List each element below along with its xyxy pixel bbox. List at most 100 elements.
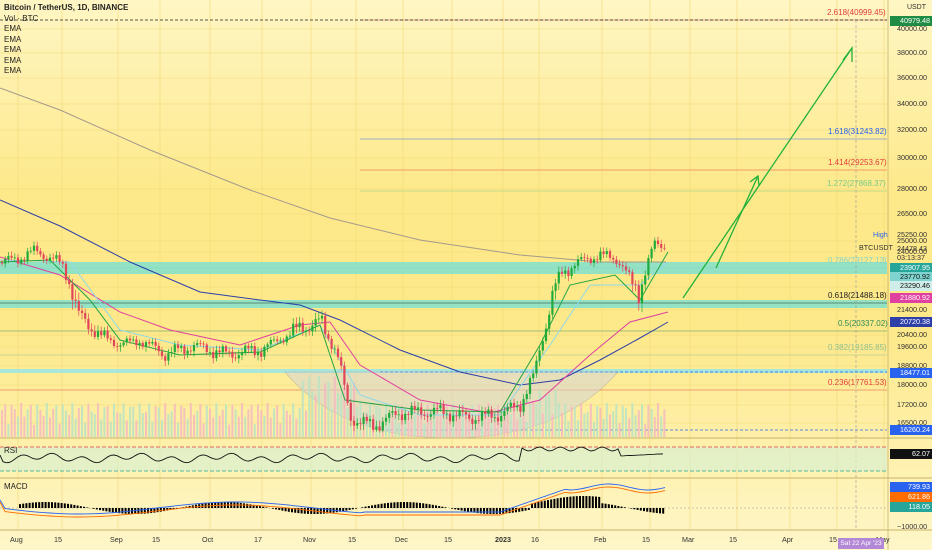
macd-hist-bar <box>262 506 265 508</box>
volume-bar <box>538 389 541 437</box>
volume-bar <box>81 405 83 437</box>
macd-hist-bar <box>435 505 437 508</box>
volume-bar <box>135 420 138 437</box>
candle-body <box>324 315 327 335</box>
candle-body <box>276 339 279 342</box>
symbol-label: BTCUSDT <box>859 243 893 252</box>
macd-hist-bar <box>425 503 428 508</box>
candle-body <box>253 346 256 356</box>
volume-bar <box>141 413 144 437</box>
volume-bar <box>42 415 45 437</box>
candle-body <box>272 339 276 341</box>
candle-body <box>298 322 301 328</box>
symbol-title[interactable]: Bitcoin / TetherUS, 1D, BINANCE <box>4 3 129 12</box>
volume-bar <box>247 409 250 437</box>
macd-label[interactable]: MACD <box>4 482 28 491</box>
volume-bar <box>346 407 349 437</box>
volume-bar <box>397 422 400 437</box>
indicator-ema-5[interactable]: EMA <box>4 66 22 75</box>
macd-hist-bar <box>659 508 661 514</box>
candle-body <box>240 352 244 356</box>
price-tag: 62.07 <box>890 449 932 459</box>
candle-body <box>32 245 36 251</box>
macd-hist-bar <box>579 496 581 508</box>
candle-body <box>186 350 189 354</box>
volume-bar <box>410 403 413 437</box>
macd-hist-bar <box>124 508 127 514</box>
candle-body <box>183 346 186 354</box>
volume-bar <box>33 424 35 437</box>
candle-body <box>372 419 375 430</box>
macd-hist-bar <box>553 498 556 508</box>
macd-hist-bar <box>537 502 540 508</box>
macd-hist-bar <box>572 496 575 508</box>
candle-body <box>378 426 381 431</box>
volume-bar <box>260 410 263 437</box>
candle-body <box>618 263 621 266</box>
candle-body <box>426 415 429 417</box>
volume-bar <box>109 421 112 437</box>
indicator-ema-1[interactable]: EMA <box>4 24 22 33</box>
price-tick: 21400.00 <box>897 305 927 314</box>
indicator-volume[interactable]: Vol · BTC <box>4 13 39 23</box>
volume-bar <box>71 403 74 437</box>
macd-hist-bar <box>470 508 473 513</box>
candle-body <box>576 259 580 266</box>
candle-body <box>212 351 215 359</box>
time-tick: 15 <box>642 535 650 544</box>
candle-body <box>16 257 20 264</box>
volume-bar <box>180 405 183 437</box>
macd-hist-bar <box>559 497 562 508</box>
price-tick: 24000.00 <box>897 247 927 256</box>
macd-hist-bar <box>636 508 639 510</box>
candle-body <box>487 409 490 414</box>
fib-label: 2.618(40999.45) <box>827 8 886 17</box>
macd-hist-bar <box>25 503 28 508</box>
candle-body <box>365 416 368 422</box>
candle-body <box>343 365 346 385</box>
candle-body <box>58 255 61 262</box>
macd-hist-bar <box>294 508 297 513</box>
macd-hist-bar <box>543 500 546 508</box>
time-tick: Sep <box>110 535 123 544</box>
candle-body <box>228 351 231 353</box>
candle-body <box>628 270 631 273</box>
indicator-ema-2[interactable]: EMA <box>4 34 22 44</box>
candle-body <box>87 318 90 330</box>
candle-body <box>301 322 304 332</box>
macd-hist-bar <box>140 508 143 514</box>
candle-body <box>356 423 359 426</box>
macd-hist-bar <box>412 502 415 508</box>
macd-hist-bar <box>118 508 121 514</box>
candle-body <box>285 336 288 343</box>
candle-body <box>538 350 541 361</box>
candle-body <box>13 257 16 259</box>
volume-bar <box>634 415 637 437</box>
candle-body <box>282 340 285 343</box>
price-candles <box>0 236 666 433</box>
rsi-label[interactable]: RSI <box>4 446 18 455</box>
fib-zones <box>0 19 887 530</box>
candle-body <box>100 331 103 336</box>
price-tag: 16260.24 <box>890 425 932 435</box>
volume-bar <box>29 404 32 437</box>
candle-body <box>583 257 586 259</box>
candle-body <box>381 421 384 431</box>
indicator-ema-3[interactable]: EMA <box>4 45 22 54</box>
candle-body <box>7 255 10 260</box>
indicator-ema-4[interactable]: EMA <box>4 55 22 65</box>
macd-hist-bar <box>67 503 69 508</box>
fib-label: 1.414(29253.67) <box>828 158 887 167</box>
volume-bar <box>17 416 19 437</box>
candle-body <box>311 325 314 332</box>
volume-bar <box>567 421 570 437</box>
macd-hist-bar <box>319 508 322 514</box>
volume-bar <box>541 413 544 437</box>
volume-bar <box>465 417 467 437</box>
candle-body <box>68 279 71 284</box>
volume-bar <box>241 403 243 437</box>
macd-hist-bar <box>150 508 153 514</box>
volume-bar <box>106 406 109 437</box>
